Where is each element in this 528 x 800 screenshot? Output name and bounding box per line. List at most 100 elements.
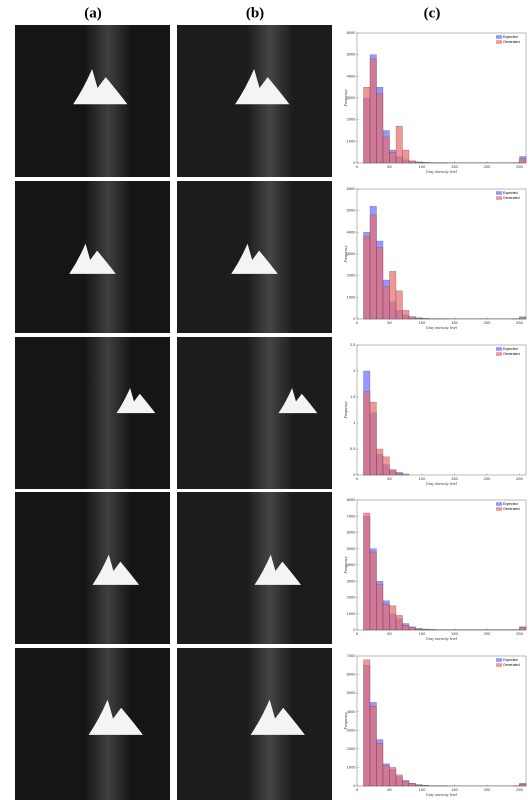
histogram-bar <box>376 743 384 787</box>
y-axis-label: Frequency <box>343 401 348 419</box>
histogram-bar <box>395 126 403 164</box>
heat-streak <box>246 181 294 333</box>
x-tick-label: 0 <box>356 320 359 325</box>
y-axis-label: Frequency <box>343 245 348 263</box>
x-tick-label: 250 <box>516 787 523 792</box>
x-tick-label: 250 <box>516 631 523 636</box>
x-tick-label: 100 <box>419 164 426 169</box>
histogram-bar <box>376 448 384 476</box>
histogram-bar <box>519 627 527 631</box>
y-tick-label: 7000 <box>347 513 357 518</box>
legend-label: Expected <box>503 35 518 39</box>
plot-area <box>356 344 527 476</box>
histogram-bar <box>402 310 410 320</box>
x-tick-label: 0 <box>356 164 359 169</box>
y-tick-label: 0.5 <box>350 446 356 451</box>
histogram-bar <box>382 603 390 631</box>
fire-blob <box>73 68 128 105</box>
histogram-bar <box>519 317 527 320</box>
legend-label: Generated <box>503 40 520 44</box>
column-label: (c) <box>424 5 441 21</box>
x-axis-label: Gray intensity level <box>426 169 458 174</box>
histogram-bar <box>389 605 397 631</box>
legend-label: Expected <box>503 347 518 351</box>
x-axis-label: Gray intensity level <box>426 636 458 641</box>
x-tick-label: 250 <box>516 320 523 325</box>
legend-swatch <box>496 502 502 506</box>
fire-blob <box>116 387 156 414</box>
x-tick-label: 100 <box>419 787 426 792</box>
x-tick-label: 0 <box>356 476 359 481</box>
histogram-bar <box>363 236 371 320</box>
x-tick-label: 150 <box>451 787 458 792</box>
histogram-bar <box>363 512 371 631</box>
y-tick-label: 6000 <box>347 672 357 677</box>
y-tick-label: 1 <box>353 420 356 425</box>
x-tick-label: 50 <box>387 476 392 481</box>
y-tick-label: 5000 <box>347 52 357 57</box>
y-tick-label: 1.5 <box>350 394 356 399</box>
histogram-bar <box>382 136 390 164</box>
legend-label: Expected <box>503 191 518 195</box>
histogram-bar <box>408 783 416 787</box>
x-tick-label: 250 <box>516 476 523 481</box>
y-tick-label: 4000 <box>347 229 357 234</box>
histogram-bar <box>382 286 390 320</box>
histogram-bar <box>395 615 403 631</box>
y-tick-label: 8000 <box>347 497 357 502</box>
histogram-bar <box>402 625 410 631</box>
legend-swatch <box>496 507 502 511</box>
y-tick-label: 2 <box>353 368 356 373</box>
y-tick-label: 3000 <box>347 578 357 583</box>
y-tick-label: 3000 <box>347 95 357 100</box>
x-tick-label: 200 <box>484 787 491 792</box>
y-tick-label: 4000 <box>347 562 357 567</box>
histogram-bar <box>382 456 390 476</box>
fire-blob <box>254 554 301 585</box>
y-tick-label: 2000 <box>347 117 357 122</box>
y-tick-label: 7000 <box>347 653 357 658</box>
legend-label: Generated <box>503 352 520 356</box>
x-tick-label: 200 <box>484 320 491 325</box>
x-tick-label: 150 <box>451 631 458 636</box>
histogram-bar <box>408 627 416 631</box>
histogram-bar <box>369 551 377 631</box>
legend-label: Generated <box>503 663 520 667</box>
legend-swatch <box>496 191 502 195</box>
x-tick-label: 0 <box>356 787 359 792</box>
y-tick-label: 0 <box>353 783 356 788</box>
x-axis-label: Gray intensity level <box>426 481 458 486</box>
y-tick-label: 2.5 <box>350 342 356 347</box>
histogram-bar <box>382 765 390 787</box>
histogram-bar <box>402 149 410 164</box>
legend-swatch <box>496 347 502 351</box>
histogram-bar <box>389 469 397 476</box>
histogram-bar <box>395 473 403 476</box>
x-tick-label: 0 <box>356 631 359 636</box>
y-axis-label: Frequency <box>343 712 348 730</box>
fire-blob <box>231 243 278 274</box>
histogram-bar <box>519 158 527 164</box>
legend-label: Generated <box>503 196 520 200</box>
histogram-bar <box>415 162 423 164</box>
legend-swatch <box>496 40 502 44</box>
histogram-bar <box>415 628 423 631</box>
y-tick-label: 0 <box>353 627 356 632</box>
x-axis-label: Gray intensity level <box>426 792 458 797</box>
legend-swatch <box>496 663 502 667</box>
legend-label: Generated <box>503 507 520 511</box>
legend-label: Expected <box>503 658 518 662</box>
y-tick-label: 6000 <box>347 30 357 35</box>
x-tick-label: 50 <box>387 164 392 169</box>
fire-blob <box>235 68 290 105</box>
x-tick-label: 100 <box>419 631 426 636</box>
y-tick-label: 6000 <box>347 530 357 535</box>
histogram-bar <box>402 781 410 787</box>
y-tick-label: 0 <box>353 160 356 165</box>
histogram-bar <box>363 659 371 787</box>
y-axis-label: Frequency <box>343 556 348 574</box>
histogram-bar <box>389 271 397 320</box>
histogram-bar <box>376 584 384 631</box>
legend-swatch <box>496 35 502 39</box>
y-tick-label: 3000 <box>347 727 357 732</box>
